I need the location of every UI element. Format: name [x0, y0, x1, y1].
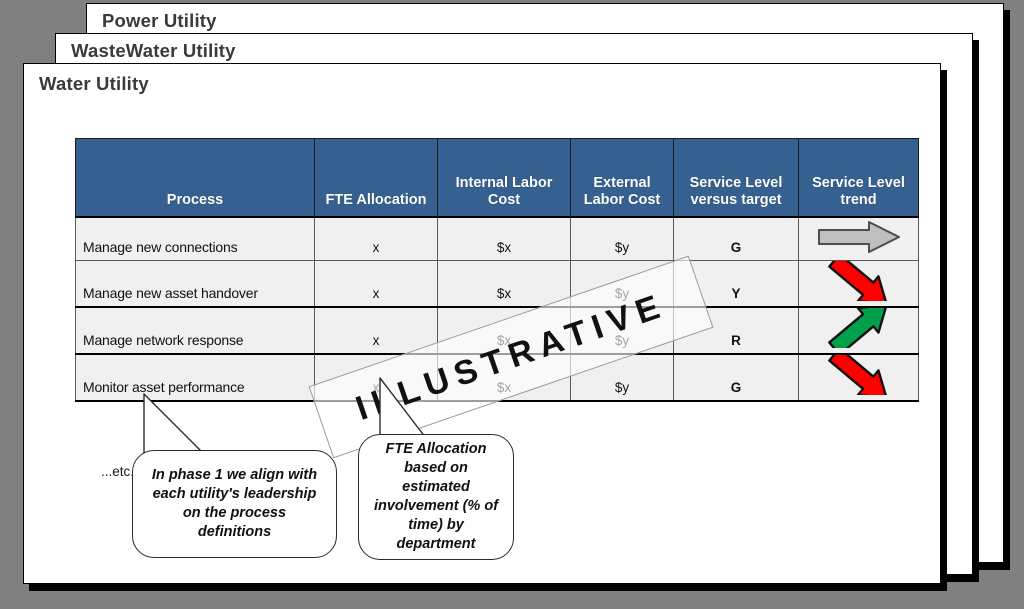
cell-process: Manage new asset handover — [75, 259, 315, 307]
callout-phase1[interactable]: In phase 1 we align with each utility's … — [132, 390, 342, 565]
callout-phase1-text: In phase 1 we align with each utility's … — [132, 450, 337, 558]
column-header-fte-allocation[interactable]: FTE Allocation — [314, 138, 438, 218]
column-header-internal-labor-cost[interactable]: Internal Labor Cost — [437, 138, 571, 218]
cell-service-level-trend — [798, 352, 919, 402]
etc-label: ...etc... — [101, 464, 142, 479]
process-table: Process FTE Allocation Internal Labor Co… — [75, 138, 919, 402]
column-header-service-level-versus-target[interactable]: Service Level versus target — [673, 138, 799, 218]
callout-fte-text: FTE Allocation based on estimated involv… — [358, 434, 514, 560]
down-right-arrow-icon — [827, 260, 888, 301]
cell-service-level-trend — [798, 259, 919, 307]
table-row[interactable]: Manage new connections x $x $y G — [75, 216, 919, 261]
cell-service-level-status: Y — [673, 259, 799, 307]
table-row[interactable]: Manage network response x $x $y R — [75, 305, 919, 354]
card-title-wastewater-utility: WasteWater Utility — [71, 40, 236, 61]
column-header-external-labor-cost[interactable]: External Labor Cost — [570, 138, 674, 218]
table-header-row: Process FTE Allocation Internal Labor Co… — [75, 138, 919, 218]
cell-process: Manage new connections — [75, 216, 315, 261]
cell-external-labor-cost: $y — [570, 305, 674, 354]
column-header-service-level-trend[interactable]: Service Level trend — [798, 138, 919, 218]
cell-fte-allocation: x — [314, 216, 438, 261]
cell-external-labor-cost: $y — [570, 352, 674, 402]
cell-process: Monitor asset performance — [75, 352, 315, 402]
cell-fte-allocation: x — [314, 259, 438, 307]
cell-service-level-status: R — [673, 305, 799, 354]
down-right-arrow-icon — [827, 354, 888, 395]
cell-service-level-status: G — [673, 352, 799, 402]
card-title-power-utility: Power Utility — [102, 10, 217, 31]
cell-external-labor-cost: $y — [570, 216, 674, 261]
cell-external-labor-cost: $y — [570, 259, 674, 307]
cell-internal-labor-cost: $x — [437, 259, 571, 307]
callout-fte[interactable]: FTE Allocation based on estimated involv… — [358, 374, 518, 569]
cell-internal-labor-cost: $x — [437, 305, 571, 354]
cell-service-level-trend — [798, 216, 919, 261]
table-row[interactable]: Manage new asset handover x $x $y Y — [75, 259, 919, 307]
column-header-process[interactable]: Process — [75, 138, 315, 218]
cell-fte-allocation: x — [314, 305, 438, 354]
cell-process: Manage network response — [75, 305, 315, 354]
card-title-water-utility: Water Utility — [39, 73, 149, 94]
flat-right-arrow-icon — [817, 220, 900, 253]
cell-service-level-trend — [798, 305, 919, 354]
cell-internal-labor-cost: $x — [437, 216, 571, 261]
up-right-arrow-icon — [827, 307, 888, 348]
card-water-utility[interactable]: Water Utility Process FTE Allocation Int… — [23, 63, 941, 584]
cell-service-level-status: G — [673, 216, 799, 261]
